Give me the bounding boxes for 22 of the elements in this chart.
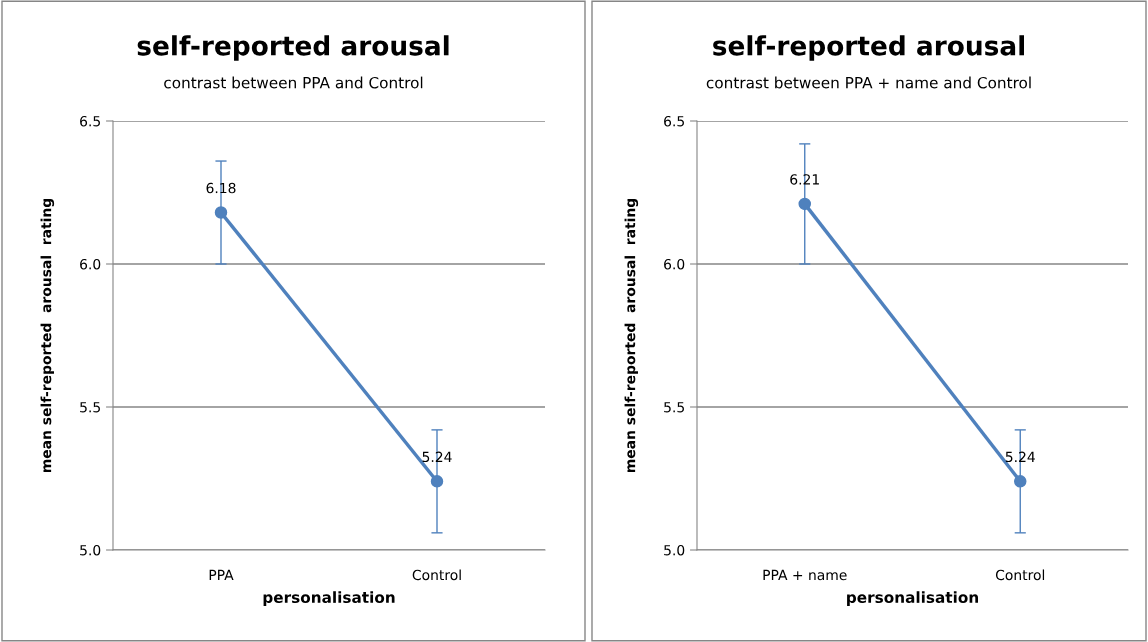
chart-title: self-reported arousal [137, 35, 449, 61]
x-axis-title: personalisation [263, 591, 395, 607]
y-tick-label: 6.0 [664, 258, 685, 270]
x-tick-label: Control [995, 569, 1045, 581]
y-tick-label: 5.5 [664, 402, 684, 413]
y-tick-label: 6.5 [80, 115, 100, 127]
x-tick-label: PPA + name [763, 569, 847, 581]
chart-subtitle: contrast between PPA and Control [164, 76, 423, 89]
y-tick-label: 5.0 [80, 544, 101, 556]
x-tick-label: Control [412, 569, 461, 581]
y-tick-label: 6.5 [664, 115, 684, 127]
x-tick-label: PPA [209, 569, 234, 580]
chart-title: self-reported arousal [713, 35, 1025, 61]
data-label: 5.24 [422, 451, 452, 463]
chart-subtitle: contrast between PPA + name and Control [706, 76, 1031, 89]
y-tick-label: 5.5 [80, 402, 100, 413]
x-axis-title: personalisation [847, 591, 978, 607]
y-axis-title: mean self-reported arousal rating [624, 198, 639, 473]
y-tick-label: 5.0 [664, 544, 685, 556]
data-label: 6.18 [206, 182, 236, 194]
y-axis-title: mean self-reported arousal rating [40, 198, 55, 473]
y-tick-label: 6.0 [80, 258, 101, 270]
